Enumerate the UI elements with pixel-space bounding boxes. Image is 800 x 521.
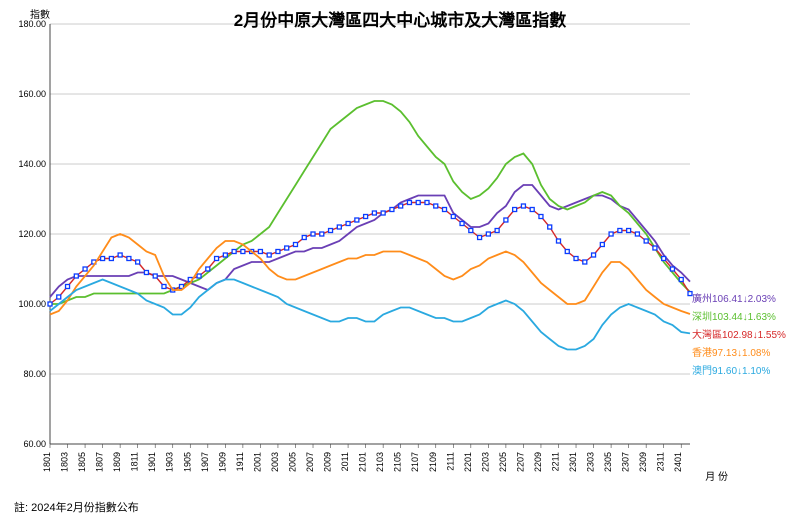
legend-深圳: 深圳103.44↓1.63% — [692, 308, 776, 323]
svg-text:1811: 1811 — [130, 452, 140, 471]
svg-text:2211: 2211 — [550, 452, 560, 471]
svg-text:1907: 1907 — [200, 452, 210, 472]
svg-text:2205: 2205 — [498, 452, 508, 472]
legend-廣州: 廣州106.41↓2.03% — [692, 290, 776, 305]
svg-text:2009: 2009 — [323, 452, 333, 472]
svg-text:2105: 2105 — [393, 452, 403, 472]
svg-text:100.00: 100.00 — [18, 299, 46, 309]
svg-text:1901: 1901 — [147, 452, 157, 472]
svg-text:2001: 2001 — [252, 452, 262, 472]
svg-text:1909: 1909 — [217, 452, 227, 472]
series-廣州 — [50, 185, 690, 297]
x-axis-label: 月 份 — [705, 472, 728, 483]
legend-香港: 香港97.13↓1.08% — [692, 344, 770, 359]
svg-text:80.00: 80.00 — [23, 369, 46, 379]
svg-text:1911: 1911 — [235, 452, 245, 471]
svg-text:1803: 1803 — [60, 452, 70, 472]
svg-text:1801: 1801 — [42, 452, 52, 472]
series-澳門 — [50, 280, 690, 350]
svg-text:2305: 2305 — [603, 452, 613, 472]
svg-text:1805: 1805 — [77, 452, 87, 472]
svg-text:2301: 2301 — [568, 452, 578, 472]
svg-text:2307: 2307 — [621, 452, 631, 472]
svg-text:120.00: 120.00 — [18, 229, 46, 239]
svg-text:1809: 1809 — [112, 452, 122, 472]
svg-text:2109: 2109 — [428, 452, 438, 472]
svg-text:2107: 2107 — [410, 452, 420, 472]
svg-text:2203: 2203 — [480, 452, 490, 472]
y-axis-label: 指數 — [30, 6, 50, 21]
svg-text:1905: 1905 — [182, 452, 192, 472]
svg-text:2311: 2311 — [656, 452, 666, 471]
svg-text:2005: 2005 — [287, 452, 297, 472]
legend-大灣區: 大灣區102.98↓1.55% — [692, 326, 786, 341]
svg-text:1807: 1807 — [95, 452, 105, 472]
svg-text:2401: 2401 — [673, 452, 683, 472]
svg-text:2207: 2207 — [515, 452, 525, 472]
svg-text:60.00: 60.00 — [23, 439, 46, 449]
svg-text:2303: 2303 — [586, 452, 596, 472]
svg-text:140.00: 140.00 — [18, 159, 46, 169]
chart-title: 2月份中原大灣區四大中心城市及大灣區指數 — [0, 6, 800, 31]
footnote: 註: 2024年2月份指數公布 — [14, 499, 139, 515]
svg-text:2309: 2309 — [638, 452, 648, 472]
svg-text:2111: 2111 — [445, 452, 455, 471]
svg-text:2103: 2103 — [375, 452, 385, 472]
svg-text:1903: 1903 — [165, 452, 175, 472]
svg-text:2007: 2007 — [305, 452, 315, 472]
svg-text:2101: 2101 — [358, 452, 368, 472]
svg-text:2011: 2011 — [340, 452, 350, 471]
svg-text:2003: 2003 — [270, 452, 280, 472]
svg-text:2201: 2201 — [463, 452, 473, 472]
legend-澳門: 澳門91.60↓1.10% — [692, 362, 770, 377]
svg-text:160.00: 160.00 — [18, 89, 46, 99]
svg-text:2209: 2209 — [533, 452, 543, 472]
